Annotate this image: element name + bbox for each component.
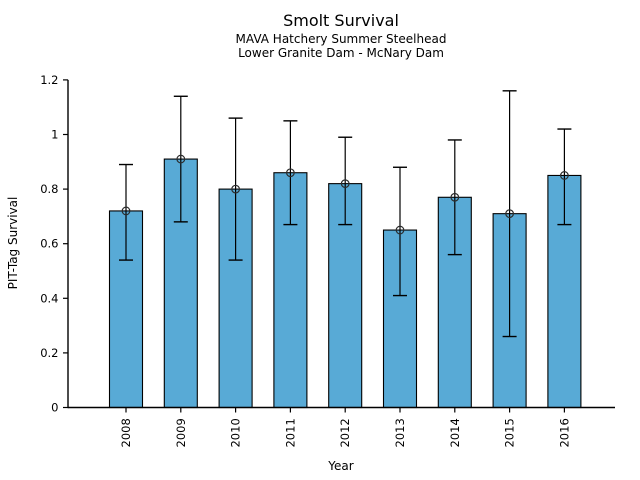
point-marker-2014	[450, 192, 460, 202]
point-marker-2015	[505, 209, 515, 219]
x-tick-label-2014: 2014	[448, 418, 462, 447]
point-marker-2009	[176, 154, 186, 164]
point-marker-2008	[121, 206, 131, 216]
x-tick-label-2009: 2009	[174, 418, 188, 447]
point-marker-2012	[340, 179, 350, 189]
y-tick-label-0.6: 0.6	[40, 237, 58, 251]
y-ticks-layer: 0 0.2 0.4 0.6 0.8 1 1.2	[40, 73, 68, 415]
chart-subtitle-line2: Lower Granite Dam - McNary Dam	[238, 46, 444, 60]
x-tick-label-2013: 2013	[393, 418, 407, 447]
x-tick-label-2008: 2008	[119, 418, 133, 447]
x-tick-label-2011: 2011	[283, 418, 297, 447]
y-tick-label-0: 0	[51, 401, 58, 415]
x-axis-label: Year	[327, 459, 353, 473]
x-tick-label-2016: 2016	[557, 418, 571, 447]
x-tick-label-2012: 2012	[338, 418, 352, 447]
point-marker-2016	[560, 171, 569, 180]
point-marker-2011	[286, 168, 295, 178]
y-tick-label-1: 1	[51, 128, 58, 142]
chart-title: Smolt Survival	[283, 11, 399, 30]
point-marker-2013	[395, 225, 405, 235]
y-tick-label-1.2: 1.2	[40, 73, 58, 87]
y-tick-label-0.2: 0.2	[40, 346, 58, 360]
error-bars-layer	[119, 90, 572, 338]
point-marker-2010	[231, 184, 241, 194]
chart-subtitle-line1: MAVA Hatchery Summer Steelhead	[236, 32, 447, 46]
x-tick-label-2010: 2010	[229, 418, 243, 447]
markers-layer	[121, 154, 569, 235]
x-ticks-layer: 2008 2009 2010 2011 2012 2013 2014 2015 2016	[119, 407, 571, 448]
y-axis-label: PIT-Tag Survival	[6, 197, 20, 290]
x-tick-label-2015: 2015	[503, 418, 517, 447]
y-tick-label-0.8: 0.8	[40, 182, 58, 196]
y-tick-label-0.4: 0.4	[40, 291, 58, 305]
